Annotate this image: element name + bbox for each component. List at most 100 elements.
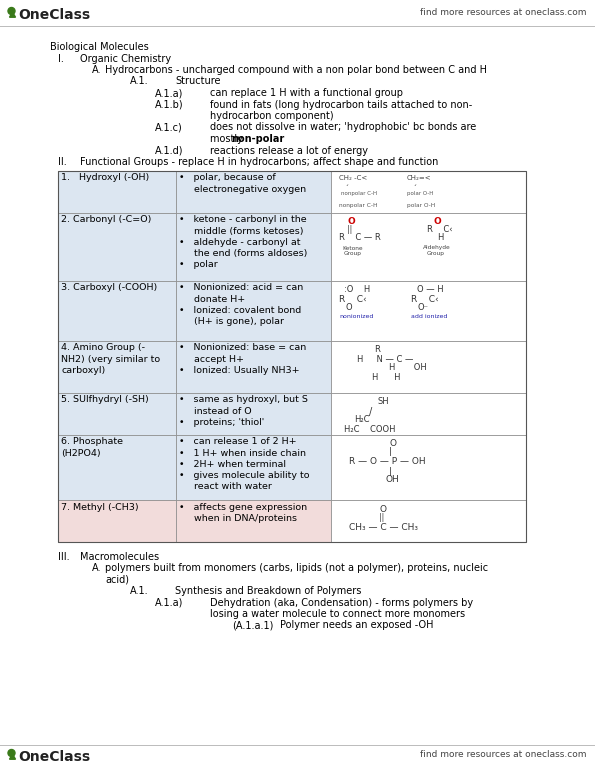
Text: H       OH: H OH	[389, 363, 427, 373]
Text: A.1.d): A.1.d)	[155, 146, 183, 156]
Bar	[58, 170, 176, 213]
Text: 5. SUlfhydryl (-SH): 5. SUlfhydryl (-SH)	[61, 396, 149, 404]
Bar	[58, 393, 176, 434]
Bar	[331, 500, 526, 541]
Text: 7. Methyl (-CH3): 7. Methyl (-CH3)	[61, 503, 139, 511]
Text: O — H: O — H	[417, 286, 444, 294]
Text: (A.1.a.1): (A.1.a.1)	[232, 621, 273, 631]
Text: A.1.: A.1.	[130, 76, 149, 86]
Text: SH: SH	[377, 397, 389, 407]
Text: •   ketone - carbonyl in the
     middle (forms ketoses)
•   aldehyde - carbonyl: • ketone - carbonyl in the middle (forms…	[179, 216, 308, 269]
Text: O: O	[345, 303, 352, 313]
Bar	[58, 340, 176, 393]
Text: A.1.b): A.1.b)	[155, 99, 184, 109]
Text: find more resources at oneclass.com: find more resources at oneclass.com	[421, 8, 587, 17]
Text: 4. Amino Group (-
NH2) (very similar to
carboxyl): 4. Amino Group (- NH2) (very similar to …	[61, 343, 160, 375]
Text: reactions release a lot of energy: reactions release a lot of energy	[210, 146, 368, 156]
Text: III.: III.	[58, 551, 70, 561]
Bar	[176, 393, 331, 434]
Text: find more resources at oneclass.com: find more resources at oneclass.com	[421, 750, 587, 759]
Bar	[58, 170, 526, 541]
Text: Group: Group	[427, 252, 445, 256]
Text: acid): acid)	[105, 574, 129, 584]
Text: O: O	[379, 504, 386, 514]
Bar	[331, 393, 526, 434]
Text: found in fats (long hydrocarbon tails attached to non-: found in fats (long hydrocarbon tails at…	[210, 99, 472, 109]
Text: OneClass: OneClass	[18, 750, 90, 764]
Bar	[58, 213, 176, 280]
Bar	[176, 434, 331, 500]
Text: O⁻: O⁻	[417, 303, 428, 313]
Text: A.1.: A.1.	[130, 586, 149, 596]
Text: Functional Groups - replace H in hydrocarbons; affect shape and function: Functional Groups - replace H in hydroca…	[80, 157, 439, 167]
Text: R: R	[374, 346, 380, 354]
Text: nonpolar C-H: nonpolar C-H	[341, 190, 377, 196]
Text: add ionized: add ionized	[411, 313, 447, 319]
Text: polar O-H: polar O-H	[407, 203, 436, 209]
Text: •   same as hydroxyl, but S
     instead of O
•   proteins; 'thiol': • same as hydroxyl, but S instead of O •…	[179, 396, 308, 427]
Text: CH₂ -C<: CH₂ -C<	[339, 176, 367, 182]
Text: nonionized: nonionized	[339, 313, 374, 319]
Bar	[176, 170, 331, 213]
Text: •   Nonionized: acid = can
     donate H+
•   Ionized: covalent bond
     (H+ is: • Nonionized: acid = can donate H+ • Ion…	[179, 283, 303, 326]
Text: OneClass: OneClass	[18, 8, 90, 22]
Bar	[331, 280, 526, 340]
Text: O: O	[389, 440, 396, 448]
Text: I.: I.	[58, 53, 64, 63]
Text: R    C — R: R C — R	[339, 233, 381, 243]
Bar	[58, 280, 176, 340]
Bar	[176, 280, 331, 340]
Text: ˊ: ˊ	[344, 185, 348, 193]
Text: R    C‹: R C‹	[427, 226, 453, 235]
Text: A.1.c): A.1.c)	[155, 122, 183, 132]
Bar	[176, 213, 331, 280]
Text: A.: A.	[92, 65, 102, 75]
Text: 3. Carboxyl (-COOH): 3. Carboxyl (-COOH)	[61, 283, 157, 293]
Text: Ketone: Ketone	[342, 246, 362, 250]
Text: •   can release 1 of 2 H+
•   1 H+ when inside chain
•   2H+ when terminal
•   g: • can release 1 of 2 H+ • 1 H+ when insi…	[179, 437, 309, 491]
Text: A.1.a): A.1.a)	[155, 88, 183, 98]
Text: Group: Group	[344, 252, 362, 256]
Bar	[331, 434, 526, 500]
Text: nonpolar C-H: nonpolar C-H	[339, 203, 377, 209]
Text: CH₃ — C — CH₃: CH₃ — C — CH₃	[349, 523, 418, 531]
Text: •   affects gene expression
     when in DNA/proteins: • affects gene expression when in DNA/pr…	[179, 503, 307, 523]
Text: H     N — C —: H N — C —	[357, 354, 414, 363]
Text: /: /	[369, 407, 372, 417]
Text: Macromolecules: Macromolecules	[80, 551, 159, 561]
Text: can replace 1 H with a functional group: can replace 1 H with a functional group	[210, 88, 403, 98]
Text: non-polar: non-polar	[231, 134, 284, 144]
Text: ||: ||	[379, 513, 384, 521]
Text: H₂C: H₂C	[354, 416, 369, 424]
Text: |: |	[389, 467, 392, 477]
Circle shape	[8, 8, 15, 15]
Text: Dehydration (aka, Condensation) - forms polymers by: Dehydration (aka, Condensation) - forms …	[210, 598, 473, 608]
Text: does not dissolve in water; 'hydrophobic' bc bonds are: does not dissolve in water; 'hydrophobic…	[210, 122, 476, 132]
Text: |: |	[389, 447, 392, 457]
Bar	[58, 500, 176, 541]
Bar	[176, 500, 331, 541]
Circle shape	[8, 749, 15, 756]
Text: ˊ: ˊ	[412, 185, 416, 193]
Text: :O    H: :O H	[344, 286, 370, 294]
Bar	[176, 340, 331, 393]
Text: CH₂=<: CH₂=<	[407, 176, 431, 182]
Text: 2. Carbonyl (-C=O): 2. Carbonyl (-C=O)	[61, 216, 151, 225]
Text: OH: OH	[385, 476, 399, 484]
Text: •   polar, because of
     electronegative oxygen: • polar, because of electronegative oxyg…	[179, 173, 306, 193]
Text: 6. Phosphate
(H2PO4): 6. Phosphate (H2PO4)	[61, 437, 123, 457]
Text: R    C‹: R C‹	[411, 294, 439, 303]
Text: Synthesis and Breakdown of Polymers: Synthesis and Breakdown of Polymers	[175, 586, 361, 596]
Bar	[331, 170, 526, 213]
Text: Structure: Structure	[175, 76, 221, 86]
Text: •   Nonionized: base = can
     accept H+
•   Ionized: Usually NH3+: • Nonionized: base = can accept H+ • Ion…	[179, 343, 306, 375]
Text: hydrocarbon component): hydrocarbon component)	[210, 111, 334, 121]
Text: H₂C    COOH: H₂C COOH	[344, 426, 396, 434]
Text: Biological Molecules: Biological Molecules	[50, 42, 149, 52]
Text: polar O-H: polar O-H	[407, 190, 433, 196]
Text: Hydrocarbons - uncharged compound with a non polar bond between C and H: Hydrocarbons - uncharged compound with a…	[105, 65, 487, 75]
Text: R    C‹: R C‹	[339, 294, 367, 303]
Text: O: O	[347, 217, 355, 226]
Bar	[331, 340, 526, 393]
Text: losing a water molecule to connect more monomers: losing a water molecule to connect more …	[210, 609, 465, 619]
